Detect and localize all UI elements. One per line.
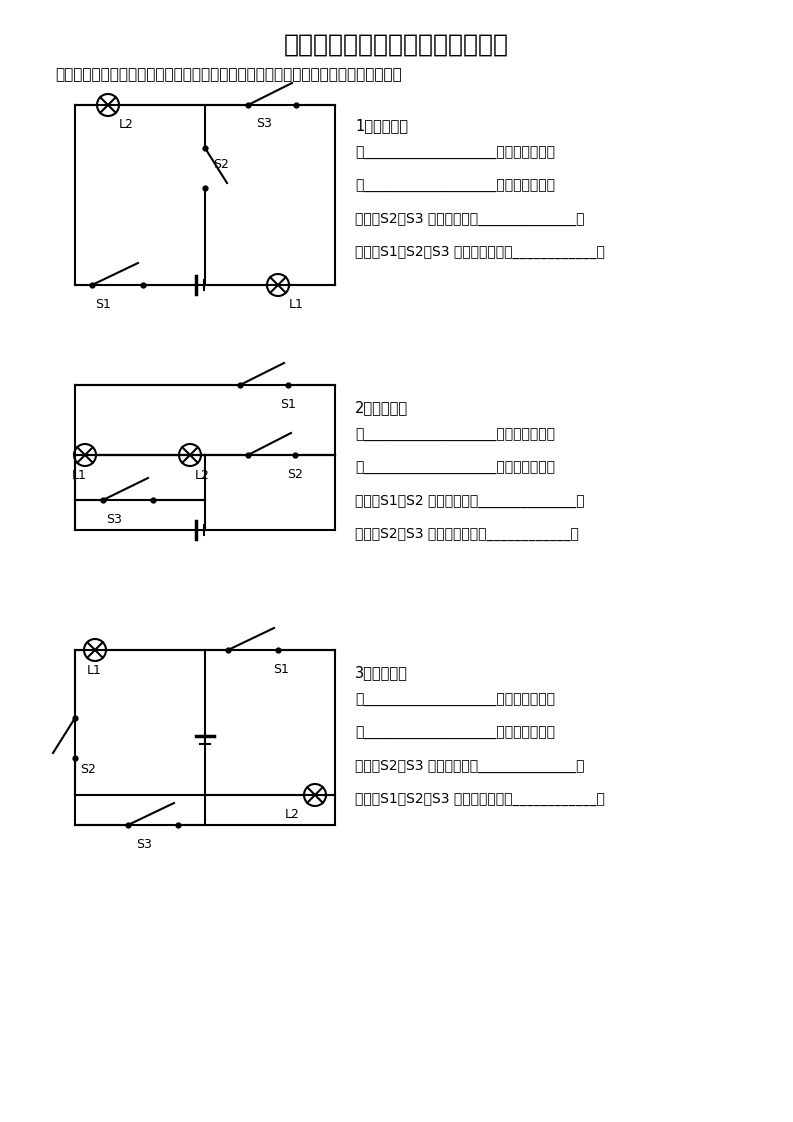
Text: 当___________________时，两灯串联；: 当___________________时，两灯串联； [355, 146, 555, 160]
Text: 初中物理电学电路分析练习（二）: 初中物理电学电路分析练习（二） [284, 33, 508, 57]
Text: 当开关S1、S2、S3 都闭合时，电路____________。: 当开关S1、S2、S3 都闭合时，电路____________。 [355, 792, 605, 806]
Text: 当开关S1、S2、S3 都闭合时，电路____________。: 当开关S1、S2、S3 都闭合时，电路____________。 [355, 245, 605, 259]
Text: 当___________________时，两灯并联；: 当___________________时，两灯并联； [355, 461, 555, 475]
Text: L2: L2 [195, 469, 210, 482]
Text: 当开关S2、S3 都闭合时，电路____________。: 当开关S2、S3 都闭合时，电路____________。 [355, 527, 579, 541]
Text: 当开关S2、S3 同时闭合时，______________；: 当开关S2、S3 同时闭合时，______________； [355, 758, 584, 773]
Text: L1: L1 [289, 298, 304, 311]
Text: 当开关S1、S2 同时闭合时，______________；: 当开关S1、S2 同时闭合时，______________； [355, 494, 584, 508]
Text: 一、看电路图，按要求完成分析填空，并尝试画出各小题内各种状态下的简化电路图：: 一、看电路图，按要求完成分析填空，并尝试画出各小题内各种状态下的简化电路图： [55, 67, 402, 83]
Text: S1: S1 [280, 398, 296, 411]
Text: L2: L2 [119, 118, 134, 131]
Text: 当___________________时，两灯并联；: 当___________________时，两灯并联； [355, 726, 555, 741]
Text: S3: S3 [106, 513, 122, 526]
Text: L1: L1 [87, 664, 102, 677]
Text: S1: S1 [95, 298, 111, 311]
Text: S1: S1 [273, 663, 289, 675]
Text: 当___________________时，两灯并联；: 当___________________时，两灯并联； [355, 180, 555, 193]
Text: S3: S3 [136, 838, 152, 850]
Text: 当___________________时，两灯串联；: 当___________________时，两灯串联； [355, 693, 555, 707]
Text: 当开关S2、S3 同时闭合时，______________；: 当开关S2、S3 同时闭合时，______________； [355, 212, 584, 226]
Text: 2、如左图：: 2、如左图： [355, 401, 408, 415]
Text: 3、如左图：: 3、如左图： [355, 665, 408, 680]
Text: S3: S3 [256, 117, 272, 130]
Text: L2: L2 [285, 808, 300, 821]
Text: L1: L1 [72, 469, 87, 482]
Text: 1、如左图：: 1、如左图： [355, 118, 408, 134]
Text: S2: S2 [287, 468, 303, 481]
Text: 当___________________时，两灯串联；: 当___________________时，两灯串联； [355, 427, 555, 442]
Text: S2: S2 [80, 763, 96, 776]
Text: S2: S2 [213, 158, 229, 171]
